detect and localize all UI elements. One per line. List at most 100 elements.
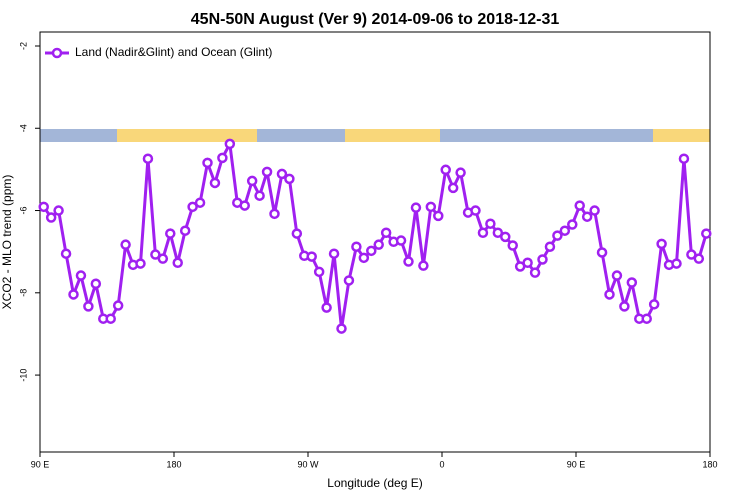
point (336, 323, 347, 334)
point (701, 228, 712, 239)
point (165, 228, 176, 239)
point (574, 200, 585, 211)
point (648, 299, 660, 310)
x-tick-label: 90 E (567, 459, 586, 469)
x-tick-label: 0 (439, 459, 444, 469)
point (567, 219, 578, 230)
point (626, 277, 638, 288)
point (611, 270, 623, 281)
point (120, 239, 131, 250)
point (529, 267, 541, 278)
point (269, 208, 280, 220)
point (410, 202, 422, 213)
point (433, 210, 444, 222)
point (522, 257, 533, 269)
point (366, 245, 377, 257)
point (306, 251, 317, 262)
x-tick-label: 180 (702, 459, 717, 469)
legend-marker (51, 47, 63, 59)
legend-label: Land (Nadir&Glint) and Ocean (Glint) (75, 45, 272, 59)
point (470, 205, 481, 216)
point (105, 313, 116, 324)
point (60, 248, 72, 259)
chart-title: 45N-50N August (Ver 9) 2014-09-06 to 201… (191, 11, 560, 28)
ocean (117, 129, 257, 142)
point (202, 157, 213, 169)
point (425, 201, 437, 213)
point (671, 258, 682, 269)
point (45, 212, 57, 223)
point (291, 228, 303, 239)
point (246, 175, 258, 187)
point (581, 211, 593, 222)
x-tick-label: 90 W (297, 459, 319, 469)
ocean (653, 129, 710, 142)
point (686, 249, 697, 260)
point (53, 205, 64, 216)
point (68, 289, 79, 300)
y-axis-label: XCO2 - MLO trend (ppm) (0, 175, 14, 310)
point (135, 258, 146, 269)
point (380, 227, 392, 238)
plot-frame (39, 31, 711, 453)
point (358, 252, 370, 264)
point (321, 302, 332, 313)
point (477, 227, 489, 238)
point (90, 278, 102, 290)
series-line (42, 139, 708, 329)
point (373, 239, 384, 250)
point (440, 164, 451, 176)
point (447, 182, 459, 194)
point (693, 253, 705, 264)
point (38, 201, 49, 213)
land-ocean-strip (40, 129, 710, 142)
point (75, 270, 87, 281)
point (641, 313, 652, 324)
point (187, 201, 198, 213)
point (224, 138, 236, 150)
point (217, 152, 228, 164)
point (604, 289, 615, 300)
x-tick-label: 90 E (31, 459, 50, 469)
point (596, 247, 608, 258)
point (485, 218, 496, 229)
x-axis-label: Longitude (deg E) (327, 476, 422, 490)
point (83, 301, 94, 312)
point (157, 253, 169, 264)
land (257, 129, 345, 142)
point (418, 260, 429, 271)
point (395, 235, 407, 246)
x-tick-label: 180 (166, 459, 181, 469)
point (500, 231, 511, 243)
point (455, 167, 466, 178)
point (194, 197, 206, 208)
point (678, 153, 690, 164)
point (209, 177, 221, 189)
point (142, 153, 154, 164)
point (492, 227, 504, 238)
y-tick-label: -2 (18, 42, 28, 50)
point (544, 241, 556, 252)
ocean (345, 129, 440, 142)
y-tick-label: -10 (18, 369, 28, 382)
point (313, 266, 325, 278)
point (328, 248, 340, 259)
point (537, 254, 548, 265)
point (507, 240, 518, 251)
point (239, 200, 250, 211)
point (150, 249, 161, 260)
point (172, 257, 183, 269)
y-tick-label: -4 (18, 124, 28, 132)
land (40, 129, 117, 142)
point (619, 301, 630, 312)
y-tick-label: -6 (18, 207, 28, 215)
land (440, 129, 653, 142)
point (179, 225, 191, 236)
point (589, 205, 600, 216)
point (254, 190, 265, 201)
point (276, 168, 288, 180)
point (403, 256, 414, 267)
point (112, 300, 124, 311)
point (351, 241, 362, 252)
